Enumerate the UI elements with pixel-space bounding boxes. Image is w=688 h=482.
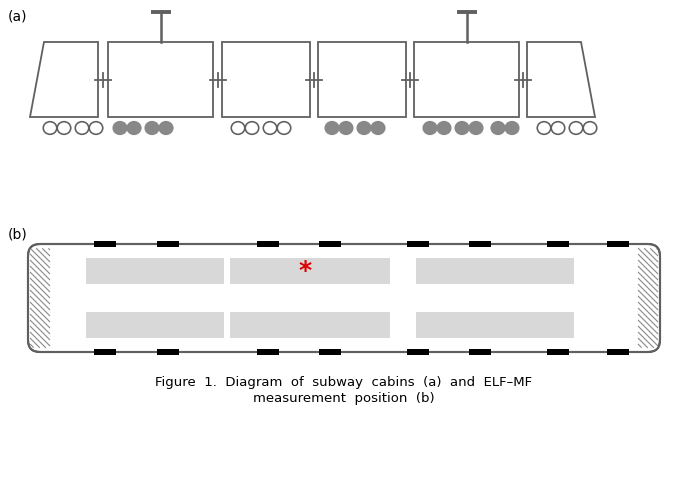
Bar bbox=[607, 241, 629, 247]
Bar bbox=[230, 258, 390, 284]
Text: *: * bbox=[299, 259, 312, 283]
Bar bbox=[257, 241, 279, 247]
Ellipse shape bbox=[491, 121, 505, 134]
Ellipse shape bbox=[423, 121, 437, 134]
Ellipse shape bbox=[325, 121, 338, 134]
Bar bbox=[414, 42, 519, 117]
Polygon shape bbox=[527, 42, 595, 117]
Bar bbox=[157, 349, 179, 355]
Bar bbox=[319, 349, 341, 355]
Bar bbox=[469, 349, 491, 355]
Ellipse shape bbox=[505, 121, 519, 134]
Ellipse shape bbox=[89, 121, 103, 134]
Ellipse shape bbox=[469, 121, 483, 134]
Ellipse shape bbox=[277, 121, 291, 134]
Bar bbox=[86, 312, 224, 338]
Ellipse shape bbox=[127, 121, 141, 134]
FancyBboxPatch shape bbox=[28, 244, 660, 352]
Ellipse shape bbox=[551, 121, 565, 134]
Ellipse shape bbox=[339, 121, 353, 134]
Ellipse shape bbox=[438, 121, 451, 134]
Bar bbox=[94, 241, 116, 247]
Ellipse shape bbox=[455, 121, 469, 134]
Ellipse shape bbox=[159, 121, 173, 134]
Text: Figure  1.  Diagram  of  subway  cabins  (a)  and  ELF–MF: Figure 1. Diagram of subway cabins (a) a… bbox=[155, 376, 533, 389]
Bar bbox=[30, 248, 50, 348]
Bar bbox=[407, 241, 429, 247]
Polygon shape bbox=[30, 42, 98, 117]
Bar bbox=[416, 312, 574, 338]
Ellipse shape bbox=[75, 121, 89, 134]
Bar bbox=[607, 349, 629, 355]
Ellipse shape bbox=[264, 121, 277, 134]
Ellipse shape bbox=[57, 121, 71, 134]
Ellipse shape bbox=[583, 121, 596, 134]
Bar bbox=[407, 349, 429, 355]
Bar bbox=[94, 349, 116, 355]
Ellipse shape bbox=[245, 121, 259, 134]
Bar bbox=[469, 241, 491, 247]
Ellipse shape bbox=[43, 121, 56, 134]
Ellipse shape bbox=[537, 121, 551, 134]
Text: (b): (b) bbox=[8, 228, 28, 242]
Ellipse shape bbox=[114, 121, 127, 134]
Bar bbox=[638, 248, 658, 348]
Text: measurement  position  (b): measurement position (b) bbox=[253, 392, 435, 405]
Bar bbox=[319, 241, 341, 247]
Bar bbox=[257, 349, 279, 355]
Bar bbox=[416, 258, 574, 284]
Ellipse shape bbox=[357, 121, 371, 134]
Bar bbox=[157, 241, 179, 247]
Ellipse shape bbox=[569, 121, 583, 134]
Text: (a): (a) bbox=[8, 10, 28, 24]
Bar bbox=[222, 42, 310, 117]
Bar bbox=[230, 312, 390, 338]
Bar bbox=[547, 241, 569, 247]
Bar bbox=[108, 42, 213, 117]
Bar bbox=[86, 258, 224, 284]
Ellipse shape bbox=[145, 121, 159, 134]
Ellipse shape bbox=[231, 121, 245, 134]
Bar bbox=[547, 349, 569, 355]
Bar bbox=[318, 42, 406, 117]
Ellipse shape bbox=[372, 121, 385, 134]
